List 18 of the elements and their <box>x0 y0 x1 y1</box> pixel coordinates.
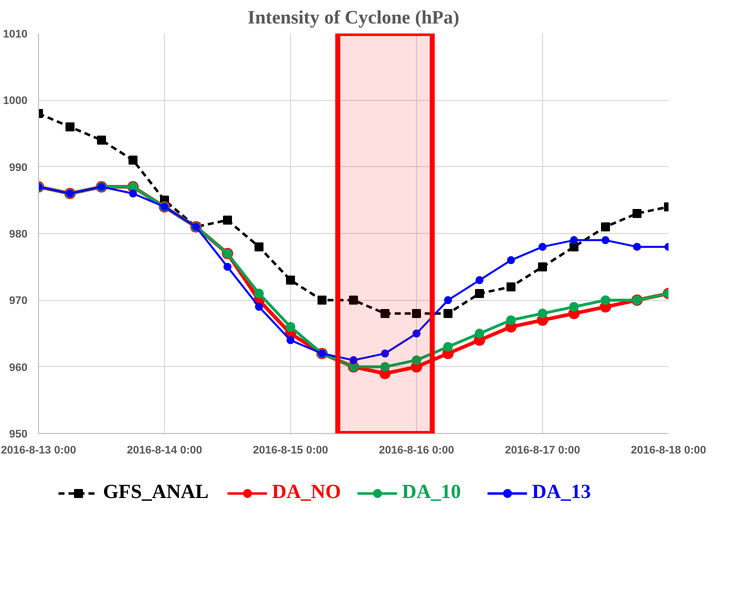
y-tick-label: 980 <box>9 228 28 240</box>
x-tick-label: 2016-8-14 0:00 <box>126 444 202 456</box>
chart-title: Intensity of Cyclone (hPa) <box>248 8 460 28</box>
x-tick-label: 2016-8-16 0:00 <box>378 444 454 456</box>
y-tick-label: 990 <box>9 162 28 174</box>
x-tick-label: 2016-8-15 0:00 <box>252 444 328 456</box>
x-tick-label: 2016-8-17 0:00 <box>504 444 580 456</box>
x-tick-label: 2016-8-13 0:00 <box>0 444 76 456</box>
legend-label: DA_10 <box>402 481 461 504</box>
y-tick-label: 950 <box>9 428 28 440</box>
y-tick-label: 960 <box>9 362 28 374</box>
legend-label: DA_13 <box>532 481 591 504</box>
y-tick-label: 970 <box>9 295 28 308</box>
x-tick-label: 2016-8-18 0:00 <box>630 444 706 456</box>
legend-label: GFS_ANAL <box>103 481 209 504</box>
y-tick-label: 1000 <box>3 95 28 108</box>
legend-label: DA_NO <box>272 481 341 504</box>
y-tick-label: 1010 <box>3 28 28 40</box>
